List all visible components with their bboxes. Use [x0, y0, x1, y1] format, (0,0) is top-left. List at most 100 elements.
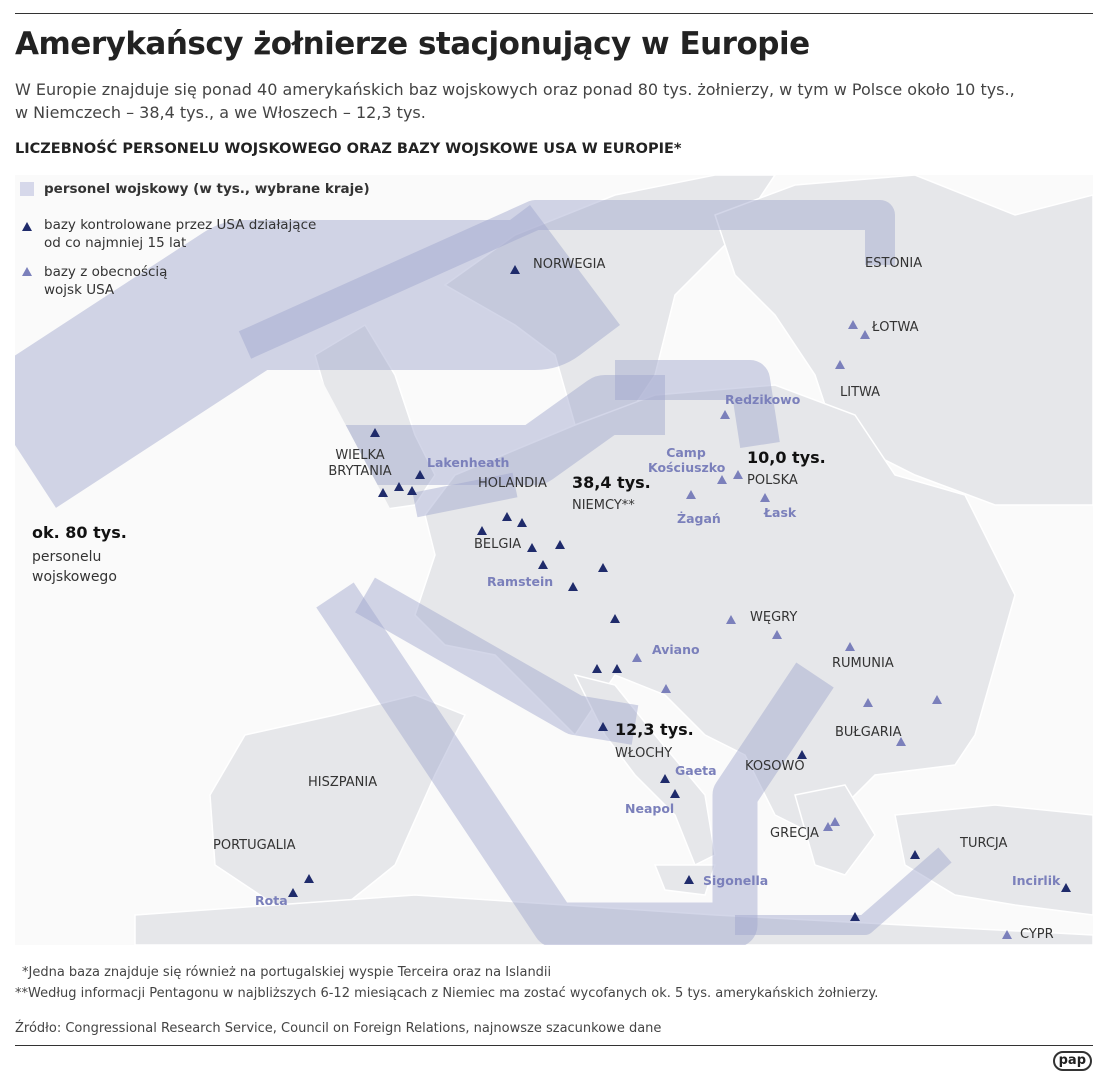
base-label: Redzikowo — [725, 392, 801, 407]
country-label: NORWEGIA — [533, 257, 606, 272]
figure-caption: personelu wojskowego — [32, 549, 117, 585]
base-marker-presence — [632, 653, 642, 662]
subtitle: W Europie znajduje się ponad 40 amerykań… — [15, 80, 1015, 122]
source: Źródło: Congressional Research Service, … — [15, 1021, 662, 1036]
base-marker-presence — [863, 698, 873, 707]
flow-bands — [15, 200, 952, 945]
base-marker-presence — [932, 695, 942, 704]
base-marker-controlled — [415, 470, 425, 479]
base-marker-presence — [720, 410, 730, 419]
country-label: PORTUGALIA — [213, 838, 296, 853]
bottom-rule — [15, 1045, 1093, 1046]
country-label: WŁOCHY — [615, 746, 673, 761]
legend-swatch — [20, 182, 34, 196]
country-label: BELGIA — [474, 537, 522, 552]
base-marker-controlled — [407, 486, 417, 495]
base-label: Lakenheath — [427, 455, 510, 470]
map — [15, 175, 1093, 945]
base-label: Gaeta — [675, 763, 717, 778]
figure-value: 38,4 tys. — [572, 473, 651, 492]
base-marker-controlled — [394, 482, 404, 491]
section-title: LICZEBNOŚĆ PERSONELU WOJSKOWEGO ORAZ BAZ… — [15, 141, 682, 157]
base-marker-controlled — [797, 750, 807, 759]
base-marker-presence — [733, 470, 743, 479]
footnote: *Jedna baza znajduje się również na port… — [22, 965, 552, 980]
base-marker-controlled — [527, 543, 537, 552]
base-marker-presence — [760, 493, 770, 502]
footnote: **Według informacji Pentagonu w najbliżs… — [15, 986, 879, 1001]
country-label: LITWA — [840, 385, 881, 400]
legend-marker-presence — [22, 267, 32, 276]
base-marker-controlled — [538, 560, 548, 569]
base-label: Camp Kościuszko — [648, 445, 726, 475]
base-marker-controlled — [660, 774, 670, 783]
base-marker-presence — [661, 684, 671, 693]
land — [134, 175, 1093, 945]
base-marker-presence — [1002, 930, 1012, 939]
top-rule — [15, 13, 1093, 14]
country-label: CYPR — [1020, 927, 1054, 942]
base-marker-presence — [726, 615, 736, 624]
country-label: TURCJA — [960, 836, 1008, 851]
country-label: KOSOWO — [745, 759, 805, 774]
base-marker-controlled — [670, 789, 680, 798]
base-marker-controlled — [598, 722, 608, 731]
legend-marker-controlled — [22, 222, 32, 231]
base-marker-controlled — [592, 664, 602, 673]
base-marker-presence — [848, 320, 858, 329]
legend-label: personel wojskowy (w tys., wybrane kraje… — [44, 181, 370, 197]
country-label: RUMUNIA — [832, 656, 894, 671]
base-marker-controlled — [612, 664, 622, 673]
base-marker-controlled — [598, 563, 608, 572]
base-marker-presence — [845, 642, 855, 651]
country-label: POLSKA — [747, 473, 798, 488]
base-label: Ramstein — [487, 574, 554, 589]
base-marker-controlled — [850, 912, 860, 921]
country-label: BUŁGARIA — [835, 725, 902, 740]
figure-value: ok. 80 tys. — [32, 523, 127, 542]
base-marker-presence — [860, 330, 870, 339]
logo: pap — [1052, 1051, 1092, 1071]
legend-label: bazy z obecnością wojsk USA — [44, 264, 168, 298]
country-label: NIEMCY** — [572, 498, 635, 513]
base-marker-controlled — [502, 512, 512, 521]
legend-label: bazy kontrolowane przez USA działające o… — [44, 217, 317, 251]
base-label: Neapol — [625, 801, 675, 816]
base-marker-controlled — [288, 888, 298, 897]
title: Amerykańscy żołnierze stacjonujący w Eur… — [15, 26, 810, 62]
base-marker-controlled — [684, 875, 694, 884]
base-label: Aviano — [652, 642, 700, 657]
base-label: Sigonella — [703, 873, 769, 888]
base-marker-controlled — [1061, 883, 1071, 892]
base-marker-presence — [830, 817, 840, 826]
country-label: HISZPANIA — [308, 775, 378, 790]
base-marker-presence — [686, 490, 696, 499]
base-marker-presence — [896, 737, 906, 746]
base-label: Rota — [255, 893, 288, 908]
country-label: HOLANDIA — [478, 476, 547, 491]
base-marker-controlled — [517, 518, 527, 527]
base-label: Incirlik — [1012, 873, 1061, 888]
base-marker-controlled — [370, 428, 380, 437]
uk-cutout — [188, 378, 392, 582]
base-marker-controlled — [610, 614, 620, 623]
base-marker-controlled — [555, 540, 565, 549]
country-label: WĘGRY — [750, 610, 798, 625]
base-marker-controlled — [477, 526, 487, 535]
base-marker-controlled — [510, 265, 520, 274]
base-marker-presence — [772, 630, 782, 639]
base-marker-controlled — [378, 488, 388, 497]
base-markers — [288, 265, 1071, 939]
base-marker-controlled — [910, 850, 920, 859]
base-marker-controlled — [568, 582, 578, 591]
base-label: Łask — [764, 505, 797, 520]
base-marker-presence — [823, 822, 833, 831]
figure-value: 10,0 tys. — [747, 448, 826, 467]
base-marker-controlled — [304, 874, 314, 883]
base-marker-presence — [835, 360, 845, 369]
base-marker-presence — [717, 475, 727, 484]
country-label: ŁOTWA — [872, 320, 919, 335]
country-label: ESTONIA — [865, 256, 923, 271]
base-label: Żagań — [677, 511, 721, 526]
